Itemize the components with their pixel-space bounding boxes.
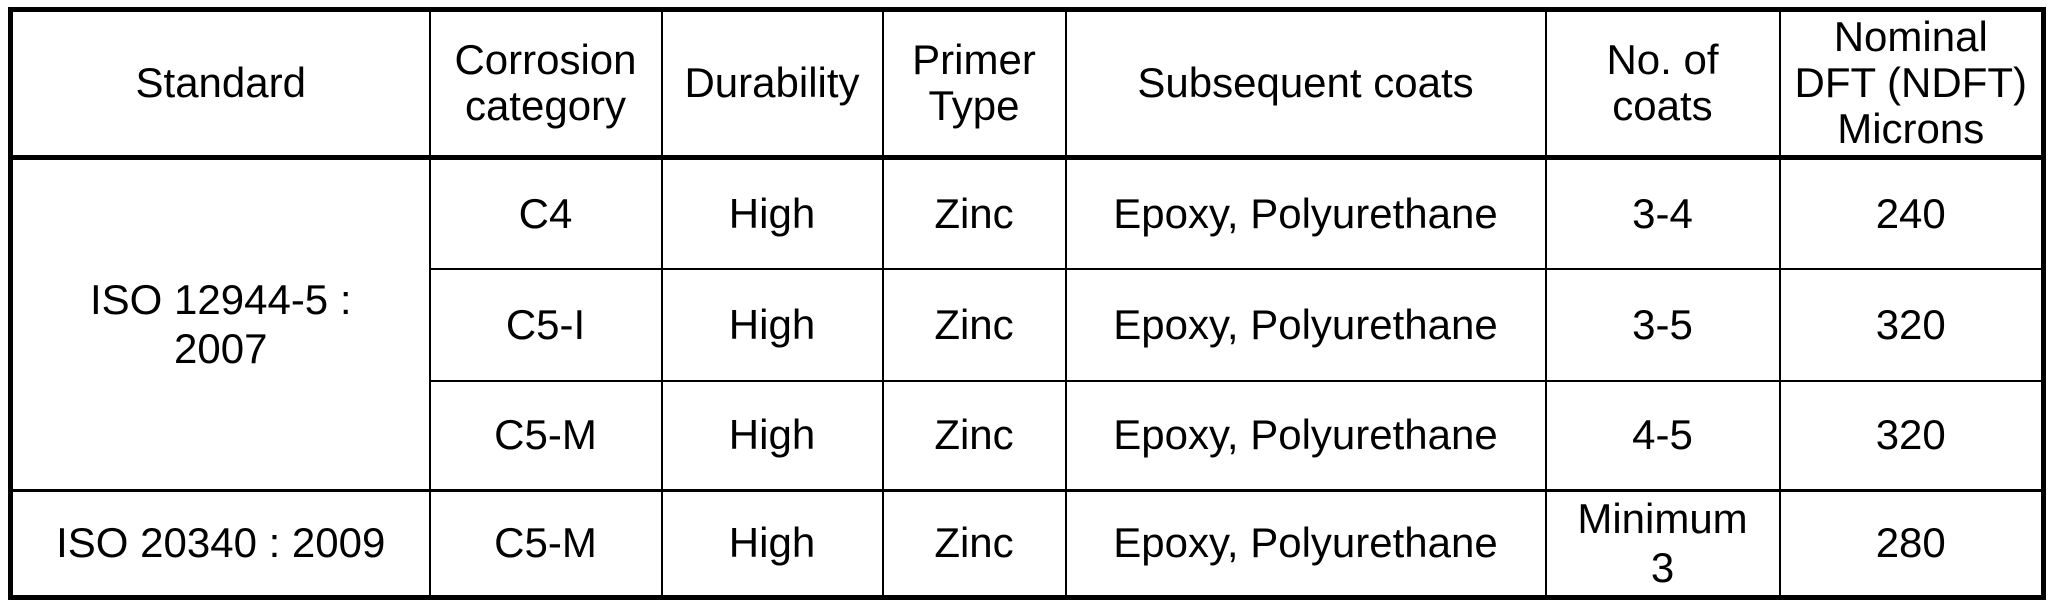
coating-standards-table: Standard Corrosion category Durability P… (8, 7, 2046, 600)
table-row: ISO 12944-5 : 2007 C4 High Zinc Epoxy, P… (9, 156, 2045, 492)
cell-no-of-coats: Minimum 3 (1544, 488, 1781, 599)
cell-subsequent-coats: Epoxy, Polyurethane (1064, 267, 1547, 382)
cell-durability: High (660, 379, 884, 492)
header-nominal-dft: Nominal DFT (NDFT) Microns (1778, 8, 2045, 160)
table-row: ISO 20340 : 2009 C5-M High Zinc Epoxy, P… (9, 488, 2045, 599)
cell-corrosion-category: C5-M (428, 488, 663, 599)
header-standard: Standard (9, 8, 431, 160)
cell-no-of-coats: 3-4 (1544, 156, 1781, 270)
cell-nominal-dft: 280 (1778, 488, 2045, 599)
header-subsequent-coats: Subsequent coats (1064, 8, 1547, 160)
header-primer-type: Primer Type (881, 8, 1067, 160)
cell-corrosion-category: C5-I (428, 267, 663, 382)
cell-durability: High (660, 488, 884, 599)
cell-corrosion-category: C4 (428, 156, 663, 270)
header-no-of-coats: No. of coats (1544, 8, 1781, 160)
cell-primer-type: Zinc (881, 156, 1067, 270)
cell-nominal-dft: 320 (1778, 379, 2045, 492)
cell-nominal-dft: 240 (1778, 156, 2045, 270)
cell-corrosion-category: C5-M (428, 379, 663, 492)
header-durability: Durability (660, 8, 884, 160)
cell-no-of-coats: 3-5 (1544, 267, 1781, 382)
cell-subsequent-coats: Epoxy, Polyurethane (1064, 156, 1547, 270)
header-corrosion-category: Corrosion category (428, 8, 663, 160)
cell-standard-iso-12944: ISO 12944-5 : 2007 (9, 156, 431, 492)
cell-primer-type: Zinc (881, 267, 1067, 382)
cell-primer-type: Zinc (881, 379, 1067, 492)
cell-subsequent-coats: Epoxy, Polyurethane (1064, 379, 1547, 492)
cell-nominal-dft: 320 (1778, 267, 2045, 382)
table-row: C5-I High Zinc Epoxy, Polyurethane 3-5 3… (11, 267, 2045, 382)
cell-durability: High (660, 156, 884, 270)
table-row: C5-M High Zinc Epoxy, Polyurethane 4-5 3… (11, 379, 2045, 492)
header-row: Standard Corrosion category Durability P… (9, 8, 2045, 160)
cell-no-of-coats: 4-5 (1544, 379, 1781, 492)
cell-durability: High (660, 267, 884, 382)
cell-subsequent-coats: Epoxy, Polyurethane (1064, 488, 1547, 599)
cell-primer-type: Zinc (881, 488, 1067, 599)
cell-standard-iso-20340: ISO 20340 : 2009 (9, 488, 431, 599)
